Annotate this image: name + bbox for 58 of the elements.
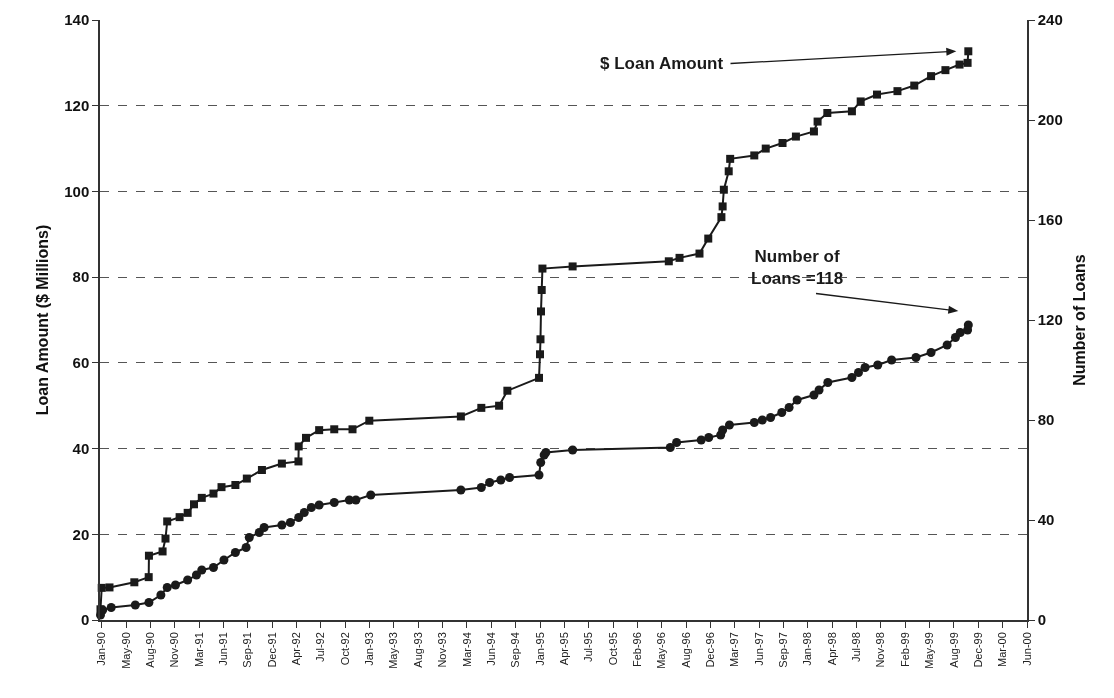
y2-tick-label: 240 (1037, 11, 1063, 29)
annotation: Number of Loans =118 (751, 247, 844, 289)
x-tick-label: Aug-96 (679, 632, 692, 668)
x-tick-label: Feb-96 (630, 632, 643, 668)
y2-tick-label: 120 (1037, 311, 1063, 329)
y2-axis-title: Number of Loans (1070, 254, 1088, 386)
x-tick-label: Jan-93 (363, 632, 376, 666)
y2-tick-label: 0 (1037, 611, 1047, 629)
x-tick-label: Apr-92 (290, 632, 303, 666)
x-tick-label: Mar-97 (728, 632, 741, 667)
y-tick-label: 60 (72, 354, 90, 372)
x-tick-label: Sep-97 (777, 632, 790, 668)
x-tick-label: Mar-91 (192, 632, 205, 667)
x-tick-label: Sep-91 (241, 632, 254, 668)
y-tick-label: 40 (72, 439, 90, 457)
x-tick-label: Jul-95 (582, 632, 595, 663)
x-tick-label: Aug-93 (411, 632, 424, 668)
y2-tick-label: 200 (1037, 111, 1063, 129)
x-tick-label: Jan-90 (95, 632, 108, 666)
y-tick-label: 80 (72, 268, 90, 286)
x-tick-label: Jan-98 (801, 632, 814, 666)
x-tick-label: May-99 (923, 632, 936, 669)
x-tick-label: Jun-97 (752, 632, 765, 666)
x-tick-label: Jul-98 (850, 632, 863, 663)
x-tick-label: Oct-95 (606, 632, 619, 666)
x-tick-label: Dec-91 (265, 632, 278, 668)
x-tick-label: Apr-95 (557, 632, 570, 666)
x-tick-label: Jul-92 (314, 632, 327, 663)
x-tick-label: Mar-00 (996, 632, 1009, 667)
x-tick-label: Nov-98 (874, 632, 887, 668)
x-tick-label: Jun-91 (217, 632, 230, 666)
x-tick-label: May-90 (119, 632, 132, 669)
x-tick-label: Aug-90 (143, 632, 156, 668)
x-tick-label: May-96 (655, 632, 668, 669)
y2-tick-label: 40 (1037, 511, 1055, 529)
annotation: $ Loan Amount (600, 54, 724, 73)
y-tick-label: 120 (64, 96, 90, 114)
x-tick-label: Dec-96 (704, 632, 717, 668)
x-tick-label: Sep-94 (509, 632, 522, 668)
y-tick-label: 20 (72, 525, 90, 543)
x-tick-label: May-93 (387, 632, 400, 669)
y-tick-label: 140 (64, 11, 90, 29)
y-tick-label: 100 (64, 182, 90, 200)
x-tick-label: Apr-98 (825, 632, 838, 666)
x-tick-label: Feb-99 (898, 632, 911, 668)
y2-tick-label: 80 (1037, 411, 1055, 429)
x-tick-label: Jun-94 (484, 632, 497, 666)
x-tick-label: Jan-95 (533, 632, 546, 666)
y-axis-title: Loan Amount ($ Millions) (33, 224, 51, 416)
x-tick-label: Oct-92 (338, 632, 351, 666)
x-tick-label: Mar-94 (460, 632, 473, 667)
x-tick-label: Aug-99 (947, 632, 960, 668)
x-tick-label: Nov-93 (436, 632, 449, 668)
y2-tick-label: 160 (1037, 211, 1063, 229)
x-tick-label: Jun-00 (1020, 632, 1033, 666)
x-tick-label: Nov-90 (168, 632, 181, 668)
x-tick-label: Dec-99 (971, 632, 984, 668)
y-tick-label: 0 (80, 611, 90, 629)
